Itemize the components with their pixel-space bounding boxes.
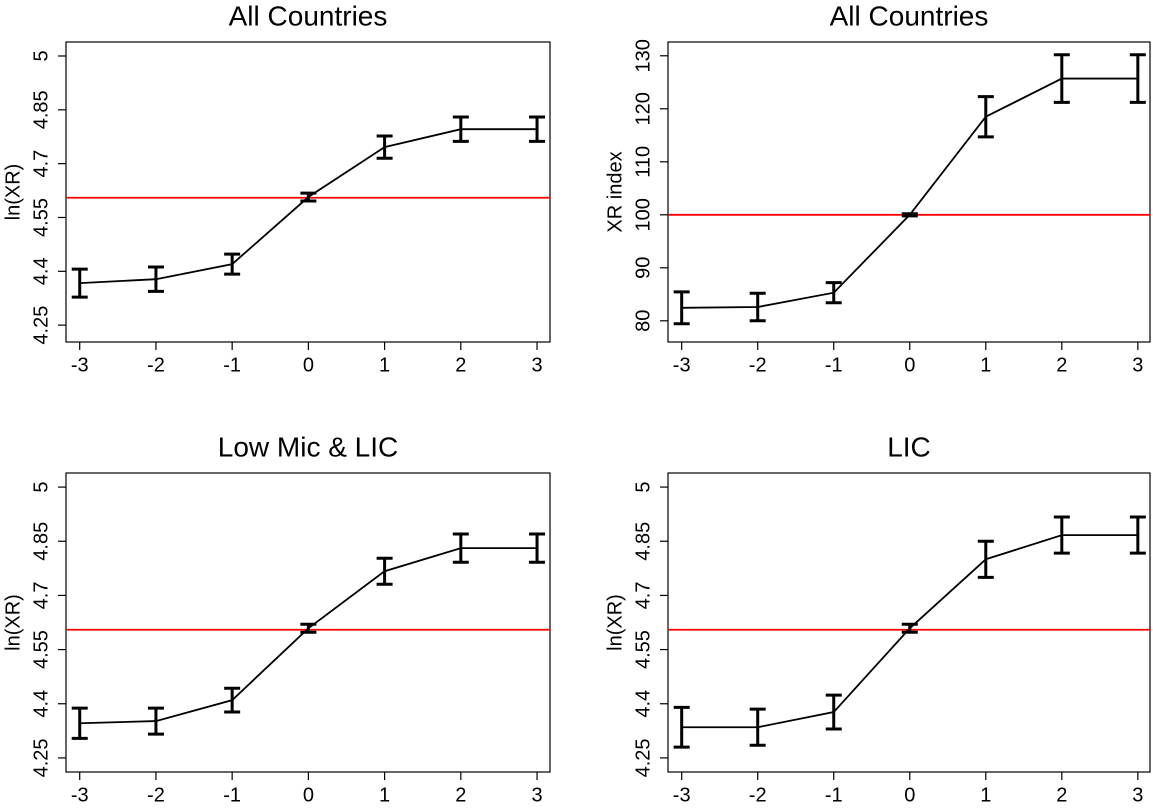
y-tick-label: 4.4: [30, 690, 52, 718]
error-bar: [147, 706, 164, 736]
error-bar: [825, 693, 842, 731]
error-bar: [529, 532, 546, 564]
panel-title: All Countries: [830, 0, 989, 31]
panel-title: Low Mic & LIC: [218, 431, 399, 462]
y-tick-label: 4.7: [30, 150, 52, 178]
x-tick-label: -3: [71, 354, 89, 376]
error-bar: [825, 281, 842, 305]
y-tick-label: 4.25: [30, 306, 52, 345]
panel: All Countries XR index -3 -2 -1 0 1 2 3 80 90 100 11…: [604, 0, 1151, 376]
error-bar: [977, 95, 994, 139]
y-tick-label: 4.7: [632, 582, 654, 610]
error-bar: [300, 622, 317, 634]
y-tick-label: 80: [632, 310, 654, 332]
plot-frame: [667, 41, 1151, 343]
x-tick-label: 1: [379, 354, 390, 376]
panel: LIC ln(XR) -3 -2 -1 0 1 2 3 4.25 4.4 4.55 4.7 4.85 5: [604, 431, 1151, 806]
x-tick-label: 2: [1056, 784, 1067, 806]
x-tick-label: -2: [749, 784, 767, 806]
error-bar: [300, 191, 317, 203]
error-bar: [71, 267, 88, 299]
error-bar: [224, 252, 241, 276]
error-bar: [1053, 515, 1070, 555]
y-tick-label: 4.55: [632, 630, 654, 669]
error-bar: [673, 705, 690, 749]
x-tick-label: -3: [71, 784, 89, 806]
y-tick-label: 110: [632, 146, 654, 178]
error-bar: [1129, 515, 1146, 555]
error-bar: [1129, 53, 1146, 104]
series-line: [681, 77, 1138, 309]
x-tick-label: -1: [825, 354, 843, 376]
x-tick-label: 0: [303, 354, 314, 376]
y-tick-label: 4.25: [632, 738, 654, 777]
x-tick-label: -2: [147, 354, 165, 376]
panel-title: LIC: [887, 431, 931, 462]
panel: All Countries ln(XR) -3 -2 -1 0 1 2 3 4.25 4.4 4.55…: [2, 0, 551, 376]
error-bar: [529, 115, 546, 143]
y-tick-label: 4.85: [632, 522, 654, 561]
y-tick-label: 90: [632, 257, 654, 279]
error-bar: [1053, 53, 1070, 104]
x-tick-label: 2: [455, 354, 466, 376]
y-tick-label: 120: [632, 92, 654, 125]
error-bar: [901, 622, 918, 634]
x-tick-label: 2: [1056, 354, 1067, 376]
x-tick-label: 2: [455, 784, 466, 806]
error-bar: [673, 290, 690, 326]
y-axis-label: ln(XR): [2, 594, 24, 651]
x-tick-label: 1: [980, 784, 991, 806]
x-tick-label: 3: [1132, 784, 1143, 806]
y-tick-label: 5: [30, 50, 52, 61]
x-tick-label: 3: [531, 784, 542, 806]
error-bar: [749, 291, 766, 323]
x-tick-label: -1: [223, 784, 241, 806]
error-bar: [147, 265, 164, 293]
error-bar: [977, 539, 994, 579]
x-tick-label: 0: [904, 784, 915, 806]
panel: Low Mic & LIC ln(XR) -3 -2 -1 0 1 2 3 4.25 4.4 4.55…: [2, 431, 551, 806]
x-tick-label: 0: [904, 354, 915, 376]
y-tick-label: 4.25: [30, 738, 52, 777]
x-tick-label: -3: [673, 354, 691, 376]
error-bar: [901, 212, 918, 218]
x-tick-label: 1: [980, 354, 991, 376]
y-tick-label: 4.4: [632, 690, 654, 718]
x-tick-label: 0: [303, 784, 314, 806]
y-tick-label: 5: [30, 482, 52, 493]
plot-frame: [65, 472, 551, 773]
error-bar: [376, 556, 393, 586]
error-bar: [376, 134, 393, 160]
x-tick-label: 3: [1132, 354, 1143, 376]
error-bar: [452, 532, 469, 564]
x-tick-label: -2: [147, 784, 165, 806]
error-bar: [452, 115, 469, 143]
error-bar: [224, 686, 241, 714]
y-tick-label: 4.55: [30, 198, 52, 237]
x-tick-label: 1: [379, 784, 390, 806]
y-tick-label: 5: [632, 482, 654, 493]
plot-frame: [667, 472, 1151, 773]
series-line: [79, 547, 538, 725]
series-line: [79, 128, 538, 285]
y-tick-label: 4.7: [30, 582, 52, 610]
y-tick-label: 4.4: [30, 257, 52, 285]
y-tick-label: 4.55: [30, 630, 52, 669]
x-tick-label: -1: [825, 784, 843, 806]
y-tick-label: 4.85: [30, 90, 52, 129]
x-tick-label: -3: [673, 784, 691, 806]
x-tick-label: 3: [531, 354, 542, 376]
panel-title: All Countries: [229, 0, 388, 31]
x-tick-label: -2: [749, 354, 767, 376]
y-axis-label: ln(XR): [604, 594, 626, 651]
y-axis-label: ln(XR): [2, 164, 24, 221]
y-axis-label: XR index: [604, 151, 626, 232]
y-tick-label: 100: [632, 198, 654, 231]
y-tick-label: 130: [632, 39, 654, 72]
error-bar: [749, 707, 766, 747]
y-tick-label: 4.85: [30, 522, 52, 561]
error-bar: [71, 706, 88, 740]
x-tick-label: -1: [223, 354, 241, 376]
